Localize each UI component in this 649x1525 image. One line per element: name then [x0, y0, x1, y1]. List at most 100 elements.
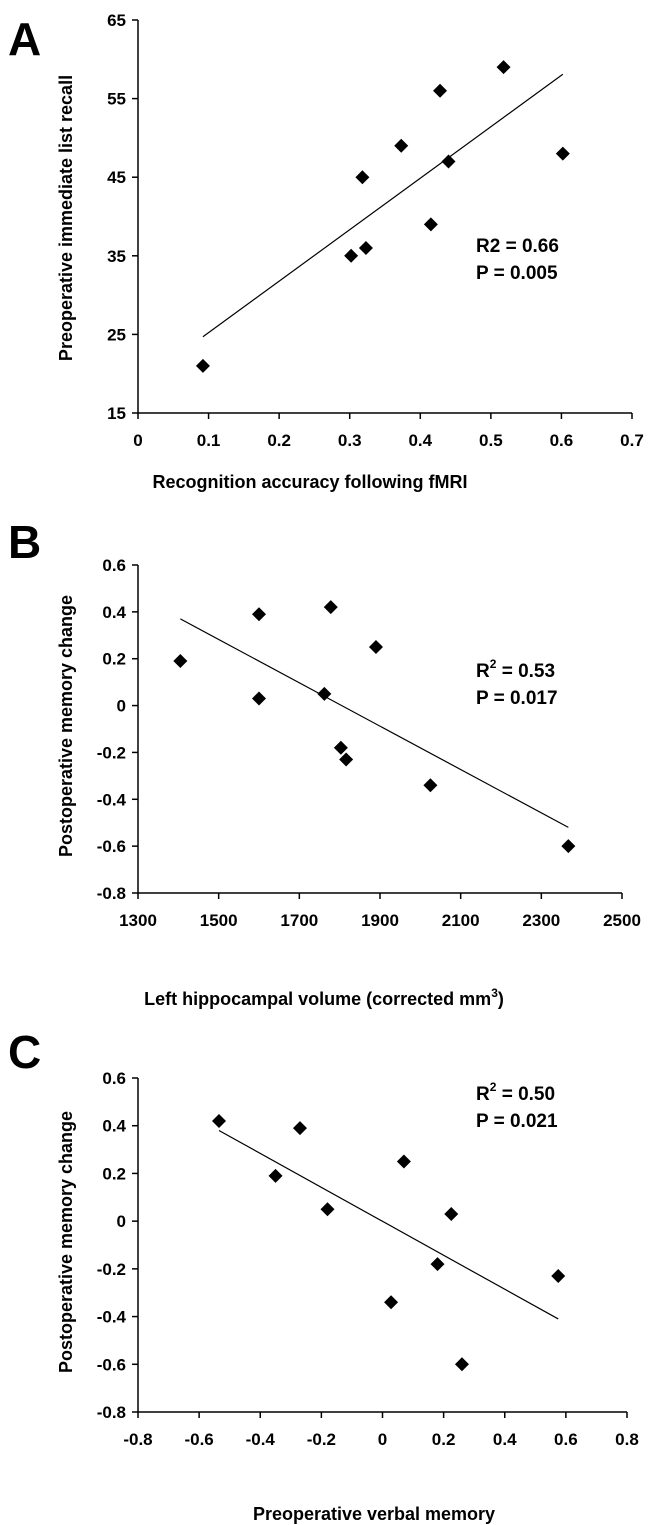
data-point: [384, 1295, 399, 1310]
x-tick-label: 0.1: [197, 431, 221, 450]
data-point: [344, 248, 359, 263]
x-axis-label: Left hippocampal volume (corrected mm3): [144, 986, 504, 1009]
plot-area-a: 15 25 35 45 55 65 0 0.1 0.2 0.3 0.4 0.5 0.6 0.7: [107, 11, 644, 450]
stat-p: P = 0.005: [476, 263, 558, 284]
x-tick-label: 0: [378, 1430, 387, 1449]
x-tick-label: 1500: [200, 911, 238, 930]
stat-r2: R2 = 0.50: [476, 1080, 555, 1105]
data-point: [358, 240, 373, 255]
panel-a: A Recognition accuracy following fMRI Pr…: [8, 11, 644, 492]
panel-letter-a: A: [8, 13, 41, 65]
x-tick-label: 1300: [119, 911, 157, 930]
y-tick-label: 0.6: [102, 1069, 126, 1088]
stat-r: R: [476, 661, 490, 682]
y-axis-label: Postoperative memory change: [56, 595, 76, 857]
y-tick-label: 0.2: [102, 650, 126, 669]
x-tick-label: 0.4: [408, 431, 432, 450]
y-tick-label: 0.2: [102, 1164, 126, 1183]
y-axis-label: Preoperative immediate list recall: [56, 75, 76, 361]
y-tick-label: 0: [117, 1212, 126, 1231]
data-point: [320, 1202, 335, 1217]
x-tick-label: -0.2: [307, 1430, 336, 1449]
stat-r2-superscript: 2: [490, 657, 497, 671]
x-axis-label-superscript: 3: [491, 986, 498, 1000]
data-point: [430, 1257, 445, 1272]
stat-r: R: [476, 1084, 490, 1105]
data-point: [268, 1168, 283, 1183]
x-tick-label: 0.3: [338, 431, 362, 450]
y-tick-label: 35: [107, 247, 126, 266]
stat-r2-value: = 0.53: [496, 661, 555, 682]
panel-b: B Left hippocampal volume (corrected mm3…: [8, 516, 641, 1009]
x-tick-label: 2300: [522, 911, 560, 930]
x-tick-label: 0.4: [493, 1430, 517, 1449]
data-point: [292, 1121, 307, 1136]
data-point: [496, 60, 511, 75]
y-axis-label: Postoperative memory change: [56, 1111, 76, 1373]
data-point: [323, 600, 338, 615]
data-point: [454, 1357, 469, 1372]
x-tick-label: -0.4: [246, 1430, 276, 1449]
data-point: [333, 740, 348, 755]
x-tick-label: 0.2: [432, 1430, 456, 1449]
plot-area-b: -0.8 -0.6 -0.4 -0.2 0 0.2 0.4 0.6 1300 1500 1700 19…: [97, 556, 641, 930]
x-tick-label: -0.8: [123, 1430, 152, 1449]
y-tick-label: 0.6: [102, 556, 126, 575]
x-tick-label: 2100: [442, 911, 480, 930]
panel-letter-c: C: [8, 1026, 41, 1078]
data-point: [394, 138, 409, 153]
x-tick-label: 0: [133, 431, 142, 450]
stat-p: P = 0.017: [476, 688, 558, 709]
trend-line: [202, 73, 564, 338]
data-point: [555, 146, 570, 161]
y-tick-label: 65: [107, 11, 126, 30]
y-tick-label: -0.8: [97, 884, 126, 903]
panel-c: C Preoperative verbal memory Postoperati…: [8, 1026, 639, 1524]
trend-line: [218, 1129, 559, 1320]
stat-r2-superscript: 2: [490, 1080, 497, 1094]
x-axis-label: Preoperative verbal memory: [253, 1504, 495, 1524]
stat-p: P = 0.021: [476, 1111, 558, 1132]
y-tick-label: -0.6: [97, 837, 126, 856]
stat-r2: R2 = 0.53: [476, 657, 555, 682]
x-tick-label: 1700: [280, 911, 318, 930]
x-tick-label: 1900: [361, 911, 399, 930]
data-point: [195, 358, 210, 373]
data-point: [551, 1269, 566, 1284]
data-point: [441, 154, 456, 169]
y-tick-label: -0.6: [97, 1355, 126, 1374]
data-point: [355, 170, 370, 185]
y-tick-label: 55: [107, 90, 126, 109]
x-axis-label-text: Left hippocampal volume (corrected mm: [144, 989, 491, 1009]
y-tick-label: -0.2: [97, 743, 126, 762]
x-tick-label: 0.5: [479, 431, 503, 450]
y-tick-label: 15: [107, 404, 126, 423]
data-point: [368, 640, 383, 654]
y-tick-label: 0: [117, 697, 126, 716]
data-point: [252, 607, 266, 622]
x-tick-label: 0.2: [267, 431, 291, 450]
data-point: [396, 1154, 411, 1169]
plot-area-c: -0.8 -0.6 -0.4 -0.2 0 0.2 0.4 0.6 -0.8 -0.6 -0.4 -0…: [97, 1069, 639, 1449]
y-tick-label: -0.4: [97, 790, 127, 809]
x-tick-label: -0.6: [184, 1430, 213, 1449]
x-tick-label: 0.6: [550, 431, 574, 450]
data-point: [423, 778, 438, 793]
panel-letter-b: B: [8, 516, 41, 568]
y-tick-label: -0.8: [97, 1403, 126, 1422]
x-axis-label: Recognition accuracy following fMRI: [152, 472, 467, 492]
y-tick-label: 0.4: [102, 1117, 126, 1136]
stat-r2: R2 = 0.66: [476, 236, 559, 257]
y-tick-label: 25: [107, 325, 126, 344]
x-tick-label: 0.8: [615, 1430, 639, 1449]
data-point: [561, 839, 576, 854]
trend-line: [180, 618, 569, 828]
stat-r2-value: = 0.50: [496, 1084, 555, 1105]
data-point: [433, 83, 448, 98]
y-tick-label: 0.4: [102, 603, 126, 622]
data-point: [211, 1113, 226, 1128]
x-tick-label: 0.6: [554, 1430, 578, 1449]
x-tick-label: 2500: [603, 911, 641, 930]
x-tick-label: 0.7: [620, 431, 644, 450]
